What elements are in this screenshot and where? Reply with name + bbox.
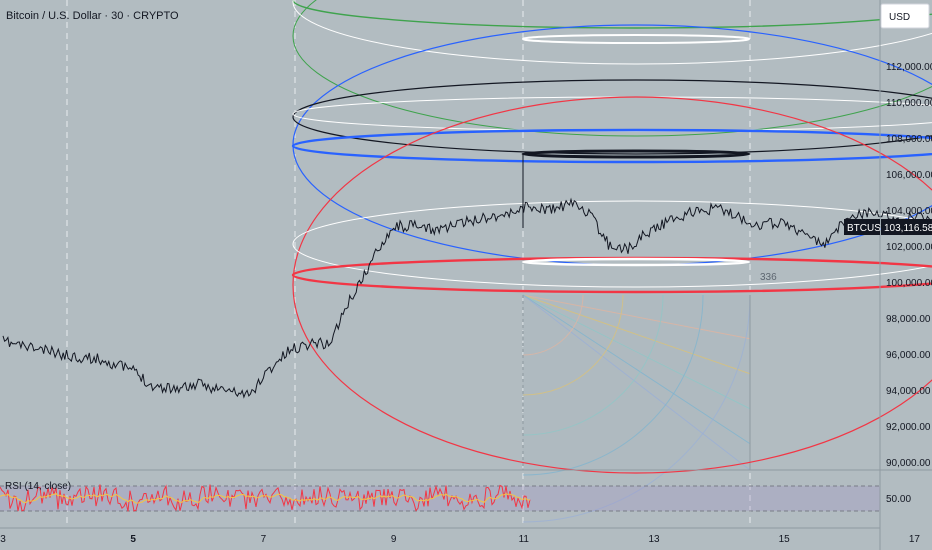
x-tick-label: 17 <box>909 534 921 545</box>
y-tick-label: 108,000.00 <box>886 134 932 145</box>
rsi-pane[interactable]: RSI (14, close) 50.00 <box>0 469 932 512</box>
red-ellipse-large[interactable] <box>292 96 932 474</box>
y-tick-label: 100,000.00 <box>886 278 932 289</box>
y-tick-label: 110,000.00 <box>886 98 932 109</box>
currency-button[interactable]: USD <box>880 3 930 29</box>
blue-ellipse-thick[interactable] <box>291 128 932 164</box>
currency-button-bg[interactable] <box>880 3 930 29</box>
x-tick-label: 13 <box>648 534 660 545</box>
fan-arc <box>522 294 584 356</box>
x-tick-label: 9 <box>391 534 397 545</box>
fan-line <box>522 294 751 340</box>
rsi-label: RSI (14, close) <box>5 481 71 492</box>
fan-line <box>522 294 751 445</box>
last-price-label: 103,116.58 <box>884 223 932 234</box>
white-ellipse-small-top[interactable] <box>522 34 750 44</box>
symbol-tag-bg <box>844 219 880 235</box>
fan-arc <box>522 294 704 476</box>
fan-line <box>522 294 751 375</box>
black-ellipse-wide[interactable] <box>292 79 932 155</box>
y-tick-label: 96,000.00 <box>886 350 931 361</box>
x-tick-label: 15 <box>779 534 791 545</box>
fan-line <box>522 294 751 410</box>
currency-button-label[interactable]: USD <box>889 12 910 23</box>
x-tick-label: 11 <box>519 534 530 545</box>
price-line <box>2 197 932 399</box>
fan-arc <box>522 294 751 523</box>
gann-fan-drawing[interactable] <box>522 294 751 523</box>
y-tick-label: 94,000.00 <box>886 386 931 397</box>
x-tick-label: 3 <box>0 534 6 545</box>
symbol-label: BTCUSD <box>847 223 888 234</box>
white-ellipse-top[interactable] <box>292 0 932 65</box>
fan-arc <box>522 294 624 396</box>
rsi-series <box>0 484 531 512</box>
y-tick-label: 106,000.00 <box>886 170 932 181</box>
green-ellipse-large[interactable] <box>292 0 932 137</box>
y-tick-labels: 90,000.00 92,000.00 94,000.00 96,000.00 98,0… <box>886 62 932 469</box>
x-tick-label: 7 <box>261 534 267 545</box>
rsi-tick-50: 50.00 <box>886 494 911 505</box>
price-tag-bg <box>881 219 932 235</box>
y-tick-label: 98,000.00 <box>886 314 931 325</box>
y-tick-label: 90,000.00 <box>886 458 931 469</box>
rsi-ma-line <box>0 492 531 504</box>
x-tick-labels: 357911131517192123252729 <box>0 534 921 545</box>
white-ellipse-low[interactable] <box>292 200 932 288</box>
y-tick-label: 102,000.00 <box>886 242 932 253</box>
bars-count-label: 336 <box>760 272 777 283</box>
y-tick-label: 112,000.00 <box>886 62 932 73</box>
y-tick-label: 92,000.00 <box>886 422 931 433</box>
last-price-tag: BTCUSD 103,116.58 <box>844 219 932 235</box>
y-tick-label: 104,000.00 <box>886 206 932 217</box>
price-series <box>2 197 932 399</box>
ellipse-drawings[interactable] <box>291 0 932 474</box>
price-axis[interactable]: 90,000.00 92,000.00 94,000.00 96,000.00 98,0… <box>879 0 932 550</box>
green-ellipse-top[interactable] <box>292 0 932 29</box>
time-axis[interactable]: 357911131517192123252729 <box>0 527 932 545</box>
fan-arc <box>522 294 664 436</box>
white-ellipse-small-low[interactable] <box>521 257 751 267</box>
fan-line <box>522 294 751 471</box>
chart-title: Bitcoin / U.S. Dollar · 30 · CRYPTO <box>6 10 179 22</box>
x-tick-label: 5 <box>130 534 136 545</box>
